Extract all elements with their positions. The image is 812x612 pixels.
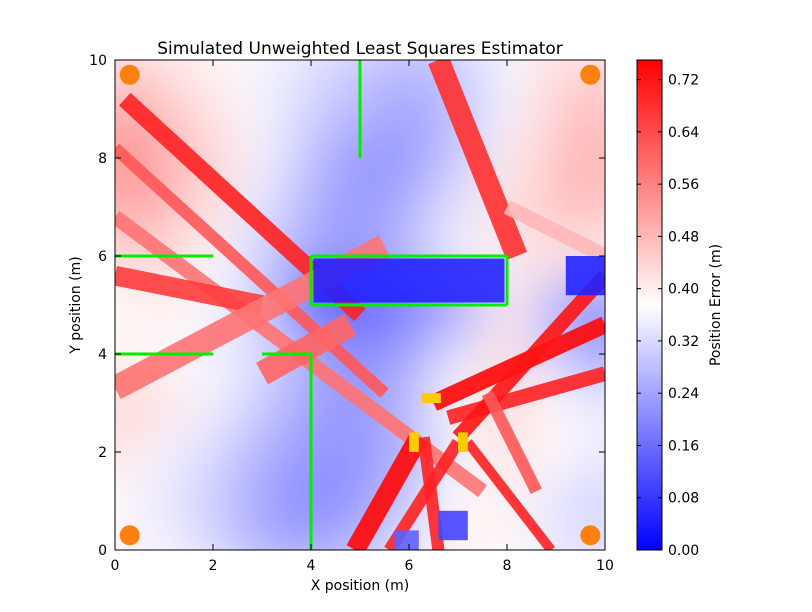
colorbar — [636, 59, 663, 551]
low-error-region — [313, 258, 505, 303]
obstacles — [409, 393, 468, 452]
x-axis-label: X position (m) — [311, 578, 410, 594]
y-tick-label: 0 — [98, 543, 107, 559]
heatmap-cell — [384, 182, 435, 233]
error-band — [503, 200, 605, 263]
colorbar-tick-label: 0.00 — [668, 543, 699, 559]
heatmap-cell — [286, 182, 337, 233]
heatmap-cell — [531, 133, 582, 184]
colorbar-tick-label: 0.08 — [668, 491, 699, 507]
y-tick-label: 10 — [89, 53, 107, 69]
y-axis-ticks: 0 2 4 6 8 10 — [89, 53, 605, 559]
anchor-point — [119, 64, 140, 85]
heatmap-cell — [531, 427, 582, 478]
heatmap-cell — [384, 84, 435, 135]
error-band — [463, 439, 555, 550]
heatmap-cell — [188, 378, 239, 429]
colorbar-tick-label: 0.16 — [668, 438, 699, 454]
colorbar-tick-label: 0.24 — [668, 386, 699, 402]
heatmap-cell — [139, 476, 190, 527]
x-tick-label: 6 — [405, 558, 414, 574]
anchors — [119, 64, 601, 546]
heatmap-cell — [433, 329, 484, 380]
obstacle — [409, 432, 419, 452]
heatmap-cell — [237, 476, 288, 527]
heatmap-cell — [115, 476, 141, 527]
heatmap-cell — [482, 84, 533, 135]
heatmap-cell — [384, 329, 435, 380]
anchor-point — [580, 525, 601, 546]
heatmap-cell — [188, 84, 239, 135]
y-tick-label: 6 — [98, 249, 107, 265]
error-band — [346, 432, 428, 550]
heatmap-cell — [433, 182, 484, 233]
obstacle — [421, 393, 441, 403]
x-tick-label: 0 — [111, 558, 120, 574]
heatmap-cell — [139, 427, 190, 478]
heatmap-cell — [531, 60, 582, 86]
y-tick-label: 4 — [98, 347, 107, 363]
heatmap-cell — [139, 60, 190, 86]
heatmap-cell — [237, 60, 288, 86]
heatmap-cell — [237, 525, 288, 550]
heatmap-cell — [335, 182, 386, 233]
low-error-region — [394, 530, 419, 550]
plot-frame — [114, 59, 606, 551]
anchor-point — [119, 525, 140, 546]
obstacle — [458, 432, 468, 452]
anchor-point — [580, 64, 601, 85]
colorbar-tick-label: 0.40 — [668, 282, 699, 298]
heatmap-cell — [139, 525, 190, 550]
error-band — [256, 313, 357, 385]
heatmap-cell — [237, 133, 288, 184]
heatmap-cell — [188, 427, 239, 478]
heatmap-cell — [188, 476, 239, 527]
colorbar-tick-label: 0.64 — [668, 125, 699, 141]
heatmap-cell — [139, 378, 190, 429]
y-tick-label: 8 — [98, 151, 107, 167]
x-tick-label: 8 — [503, 558, 512, 574]
x-tick-label: 2 — [209, 558, 218, 574]
colorbar-tick-label: 0.32 — [668, 334, 699, 350]
low-error-regions — [313, 256, 605, 550]
heatmap-cell — [237, 378, 288, 429]
x-tick-label: 10 — [596, 558, 614, 574]
heatmap-cell — [335, 427, 386, 478]
y-axis-label: Y position (m) — [68, 256, 84, 354]
error-band — [115, 143, 389, 398]
colorbar-tick-label: 0.48 — [668, 229, 699, 245]
low-error-region — [565, 256, 605, 296]
x-tick-label: 4 — [307, 558, 316, 574]
error-band — [481, 390, 542, 494]
y-tick-label: 2 — [98, 445, 107, 461]
heatmap-cell — [237, 84, 288, 135]
colorbar-ticks: 0.00 0.08 0.16 0.24 0.32 0.40 0.48 0.56 0.64 0.72 — [637, 73, 699, 559]
heatmap-cell — [531, 84, 582, 135]
colorbar-tick-label: 0.72 — [668, 73, 699, 89]
heatmap-cell — [286, 133, 337, 184]
low-error-region — [438, 510, 468, 541]
colorbar-label: Position Error (m) — [708, 244, 724, 366]
error-band — [452, 270, 605, 443]
error-band — [115, 265, 264, 315]
heatmap-cell — [384, 133, 435, 184]
walls — [115, 60, 509, 550]
heatmap-cell — [580, 182, 605, 233]
error-band — [428, 60, 528, 261]
heatmap-cell — [580, 476, 605, 527]
plot-area — [115, 60, 605, 550]
x-axis-ticks: 0 2 4 6 8 10 — [111, 60, 614, 574]
colorbar-tick-label: 0.56 — [668, 177, 699, 193]
heatmap-cell — [580, 84, 605, 135]
heatmap-cell — [286, 84, 337, 135]
heatmap-cell — [237, 427, 288, 478]
chart-title: Simulated Unweighted Least Squares Estim… — [157, 39, 563, 59]
